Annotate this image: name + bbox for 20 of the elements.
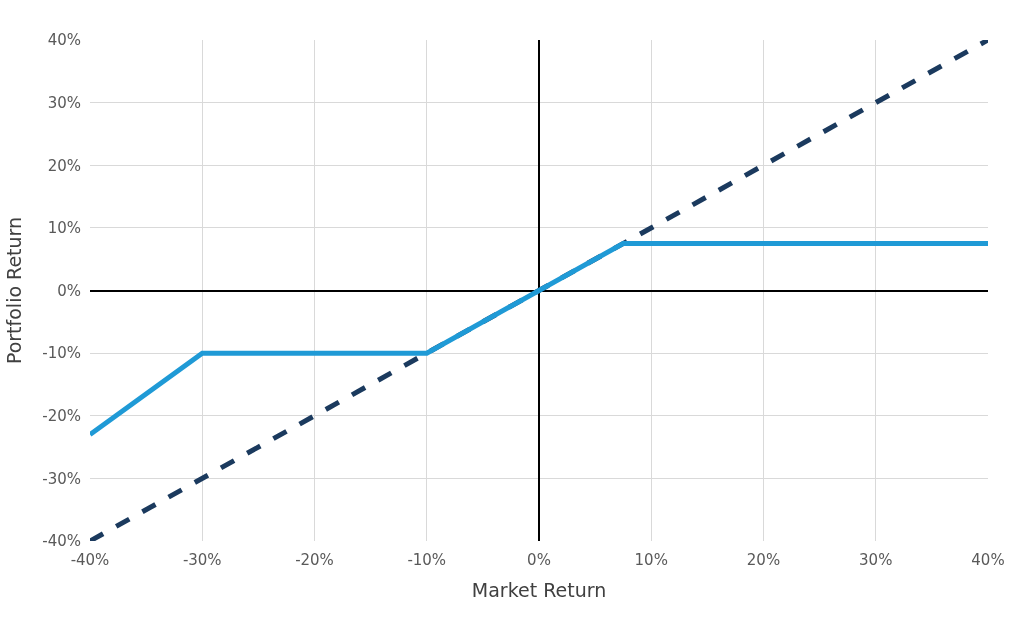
y-tick-label: -20% bbox=[42, 407, 81, 425]
x-tick-label: 30% bbox=[859, 551, 893, 569]
y-tick-label: -10% bbox=[42, 344, 81, 363]
y-tick-label: 30% bbox=[47, 93, 81, 112]
y-tick-label: 40% bbox=[47, 31, 81, 50]
y-tick-label: 0% bbox=[57, 281, 81, 300]
x-tick-label: 20% bbox=[746, 551, 781, 569]
y-tick-label: 20% bbox=[47, 156, 81, 175]
x-tick-label: 10% bbox=[634, 551, 668, 569]
x-tick-label: -40% bbox=[70, 551, 110, 569]
y-tick-label: -40% bbox=[42, 532, 81, 551]
x-tick-label: -30% bbox=[182, 551, 222, 569]
x-tick-label: -10% bbox=[407, 551, 447, 569]
x-axis-title: Market Return bbox=[471, 578, 607, 601]
x-tick-label: 0% bbox=[527, 551, 551, 569]
y-axis-title: Portfolio Return bbox=[3, 216, 26, 365]
x-tick-label: 40% bbox=[971, 551, 1005, 569]
x-tick-label: -20% bbox=[295, 551, 334, 569]
y-tick-label: 10% bbox=[47, 219, 81, 238]
y-tick-label: -30% bbox=[42, 469, 81, 488]
